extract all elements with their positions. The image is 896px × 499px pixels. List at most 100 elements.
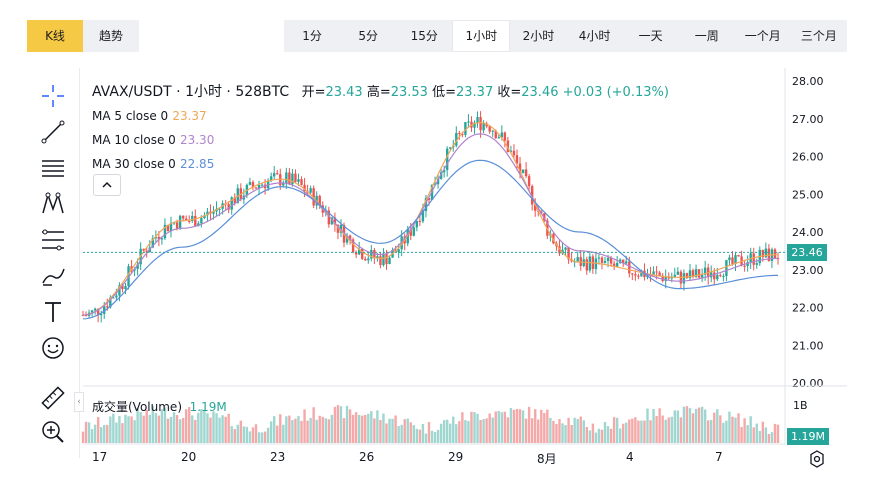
interval-1mo[interactable]: 一个月 (744, 29, 781, 43)
pattern-icon[interactable] (39, 190, 67, 218)
volume-bar (688, 408, 692, 443)
trend-line-icon[interactable] (39, 118, 67, 146)
volume-bar (169, 416, 173, 443)
interval-1m[interactable]: 1分 (302, 29, 322, 43)
collapse-legend-button[interactable] (93, 174, 121, 196)
candle-body (127, 266, 130, 287)
candle-body (257, 184, 261, 189)
candle-body (81, 315, 85, 317)
volume-bar (367, 413, 370, 443)
volume-bar (294, 418, 297, 443)
candle-body (710, 272, 713, 278)
volume-bar (397, 426, 400, 443)
candle-body (706, 267, 710, 278)
time-tick-label: 26 (359, 450, 375, 464)
candle-body (403, 236, 406, 244)
volume-bar (731, 416, 734, 443)
volume-bar (670, 416, 673, 443)
volume-bar (133, 420, 136, 443)
volume-bar (276, 425, 279, 443)
candle-body (640, 270, 643, 277)
interval-2h[interactable]: 2小时 (522, 29, 555, 43)
candle-body (342, 224, 346, 243)
candle-body (591, 256, 595, 269)
brush-icon[interactable] (39, 262, 67, 290)
interval-4h[interactable]: 4小时 (578, 29, 611, 43)
kline-mode-button[interactable]: K线 (27, 20, 83, 52)
close-label: 收= (497, 85, 522, 100)
volume-bar (609, 428, 613, 443)
candle-body (406, 229, 409, 244)
top-bar: K线 趋势 1分 5分 15分 1小时 2小时 4小时 一天 一周 一个月 三个… (0, 0, 896, 64)
volume-bar (552, 420, 555, 443)
volume-bar (697, 407, 701, 443)
volume-bar (752, 427, 755, 443)
emoji-icon[interactable] (39, 334, 67, 362)
volume-bar (178, 419, 182, 443)
candle-body (546, 220, 549, 236)
volume-bar (764, 427, 768, 443)
candle-body (379, 256, 382, 266)
text-icon[interactable] (39, 298, 67, 326)
volume-bar (439, 423, 443, 443)
candle-body (770, 249, 774, 261)
candle-body (245, 184, 249, 196)
volume-bar (87, 422, 91, 443)
candle-body (703, 267, 707, 275)
candle-body (103, 306, 106, 314)
collapse-toolbar-handle[interactable]: ‹ (74, 392, 84, 412)
price-tick-label: 21.00 (792, 339, 824, 352)
zoom-in-icon[interactable] (39, 418, 67, 446)
crosshair-icon[interactable] (39, 82, 67, 110)
volume-bar (649, 420, 652, 443)
candle-body (570, 259, 573, 262)
candle-body (409, 229, 412, 236)
volume-bar (540, 409, 543, 443)
candle-body (722, 276, 725, 278)
candle-body (537, 210, 540, 212)
fib-icon[interactable] (39, 226, 67, 254)
candle-body (558, 246, 561, 254)
volume-bar (291, 420, 294, 443)
horizontal-lines-icon[interactable] (39, 154, 67, 182)
candle-body (685, 273, 689, 279)
volume-bar (148, 414, 151, 443)
price-tick-label: 23.00 (792, 264, 824, 277)
volume-bar (306, 420, 309, 443)
settings-icon[interactable] (808, 450, 826, 472)
volume-bar (309, 417, 312, 443)
ruler-icon[interactable] (39, 384, 67, 412)
volume-bar (218, 417, 221, 443)
interval-15m[interactable]: 15分 (410, 29, 438, 43)
volume-bar (655, 416, 658, 443)
volume-bar (373, 418, 376, 443)
candle-body (600, 257, 604, 263)
volume-bar (154, 412, 158, 443)
high-label: 高= (366, 85, 391, 100)
candle-body (573, 261, 576, 263)
volume-axis-label: 1B (793, 399, 808, 412)
candle-body (421, 211, 425, 222)
candle-body (652, 271, 655, 275)
interval-1d[interactable]: 一天 (638, 29, 663, 43)
ma30-legend: MA 30 close 0 22.85 (92, 152, 669, 176)
volume-bar (524, 418, 528, 443)
candle-body (184, 218, 188, 221)
candle-body (175, 222, 179, 229)
volume-bar (175, 415, 179, 443)
volume-bar (682, 406, 686, 443)
interval-1w[interactable]: 一周 (694, 29, 719, 43)
volume-bar (130, 416, 133, 443)
interval-3mo[interactable]: 三个月 (800, 29, 837, 43)
volume-bar (333, 406, 337, 443)
price-tick-label: 25.00 (792, 188, 824, 201)
candle-body (612, 263, 616, 267)
candle-body (248, 182, 252, 185)
candle-body (354, 252, 358, 255)
interval-5m[interactable]: 5分 (358, 29, 378, 43)
candle-body (628, 261, 631, 274)
candle-body (658, 272, 661, 276)
candle-body (767, 248, 771, 261)
trend-mode-button[interactable]: 趋势 (83, 20, 139, 52)
interval-1h[interactable]: 1小时 (452, 20, 511, 52)
